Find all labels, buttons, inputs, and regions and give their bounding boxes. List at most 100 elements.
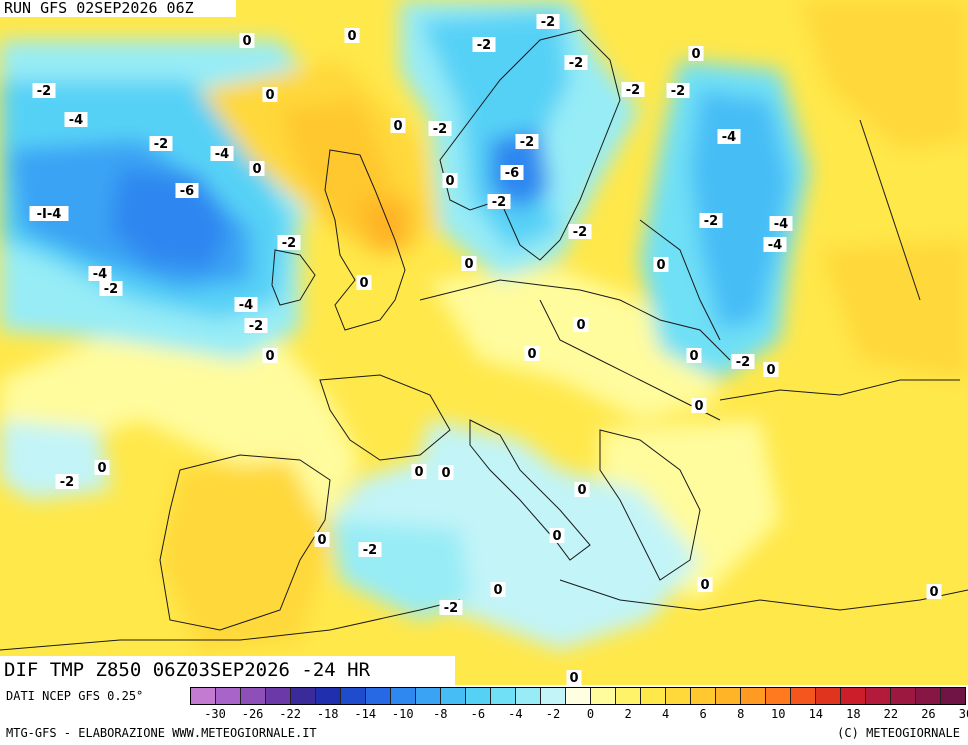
colorbar-swatch [616,688,641,704]
contour-label-bg [666,83,690,98]
contour-label: 0 [393,119,402,134]
contour-label: 0 [464,257,473,272]
contour-label: -2 [569,56,583,71]
contour-label: -4 [239,298,253,313]
contour-label: -2 [104,282,118,297]
contour-label: 0 [766,363,775,378]
colorbar-swatch [566,688,591,704]
colorbar-swatch [266,688,291,704]
colorbar-swatch [466,688,491,704]
contour-label-bg [99,281,123,296]
contour-label: -4 [215,147,229,162]
contour-label-bg [566,670,582,685]
contour-label: -2 [736,355,750,370]
contour-label-bg [344,28,360,43]
colorbar-swatch [816,688,841,704]
coastlines [0,29,968,651]
contour-label-bg [390,118,406,133]
colorbar-tick-label: -6 [470,707,486,721]
colorbar-swatch [766,688,791,704]
contour-label: -4 [93,267,107,282]
colorbar-swatch [791,688,816,704]
contour-label: 0 [359,276,368,291]
contour-label-bg [428,121,452,136]
contour-label-bg [439,600,463,615]
colorbar-swatch [441,688,466,704]
contour-label-bg [574,482,590,497]
contour-label: 0 [689,349,698,364]
contour-label-bg [64,112,88,127]
colorbar-tick-label: -10 [391,707,414,721]
contour-label-bg [234,297,258,312]
contour-label-bg [149,136,173,151]
contour-label: 0 [656,258,665,273]
contour-label-bg [244,318,268,333]
colorbar-swatch [866,688,891,704]
contour-label-bg [358,542,382,557]
contour-label: 0 [700,578,709,593]
contour-label-bg [731,354,755,369]
contour-label: -2 [520,135,534,150]
colorbar-tick-label: 30 [958,707,968,721]
contour-label: 0 [441,466,450,481]
contour-label-bg [262,87,278,102]
contour-label-bg [515,134,539,149]
colorbar-swatch [641,688,666,704]
colorbar-tick-label: -8 [433,707,448,721]
contour-label: -I-4 [37,207,62,222]
colorbar-tick-label: -22 [279,707,301,721]
contour-label-bg [249,161,265,176]
colorbar-swatch [191,688,216,704]
contour-label: -2 [626,83,640,98]
contour-label: -2 [541,15,555,30]
contour-label: -6 [505,166,519,181]
colorbar-swatch [716,688,741,704]
map-canvas: 0 0-2-20-2-2 0 -2 -2-4 0 -2-4-2 -2-40 -60-6-2-I-… [0,0,968,685]
contour-label: 0 [265,88,274,103]
contour-label-bg [763,362,779,377]
contour-label: -2 [444,601,458,616]
colorbar-tick-label: -2 [545,707,561,721]
contour-label-bg [536,14,560,29]
colorbar-ticks: -30 -26 -22 -18 -14 -10 -8 -6 -4 -2 0 2 4 6 8 10 14 18 22 2… [190,707,968,723]
contour-label: -4 [722,130,736,145]
contour-label: -2 [492,195,506,210]
contour-label-bg [697,577,713,592]
contour-label-bg [239,33,255,48]
contour-label: -2 [477,38,491,53]
colorbar-swatch [216,688,241,704]
contour-label: 0 [414,465,423,480]
colorbar-swatch [416,688,441,704]
colorbar-swatch [341,688,366,704]
contour-label-bg [356,275,372,290]
contour-label: -2 [363,543,377,558]
contour-label: -4 [768,238,782,253]
temperature-anomaly-map: 0 0 -2 -2 0 -2 -2 0 -2 -2 -4 0 -2 -4 -2 -2 -4 0 -6 0 -6 -2 -I-… [0,0,968,685]
contour-label: 0 [527,347,536,362]
contour-label: -4 [69,113,83,128]
colorbar-tick-label: 18 [846,707,861,721]
colorbar-swatch [291,688,316,704]
contour-label-bg [699,213,723,228]
contour-label-bg [29,206,69,221]
contour-label: -6 [180,184,194,199]
colorbar-swatch [841,688,866,704]
contour-label: 0 [576,318,585,333]
contour-label: -2 [37,84,51,99]
contour-label: 0 [929,585,938,600]
contour-label: -2 [433,122,447,137]
contour-label-bg [490,582,506,597]
colorbar-swatch [491,688,516,704]
contour-label-bg [524,346,540,361]
colorbar-tick-label: 14 [808,707,824,721]
contour-label-bg [688,46,704,61]
colorbar-swatch [316,688,341,704]
contour-label: 0 [97,461,106,476]
contour-label: 0 [252,162,261,177]
colorbar-tick-label: 2 [624,707,632,721]
contour-label-bg [717,129,741,144]
contour-label-bg [500,165,524,180]
colorbar [190,687,966,705]
contour-label-bg [411,464,427,479]
colorbar-swatch [541,688,566,704]
